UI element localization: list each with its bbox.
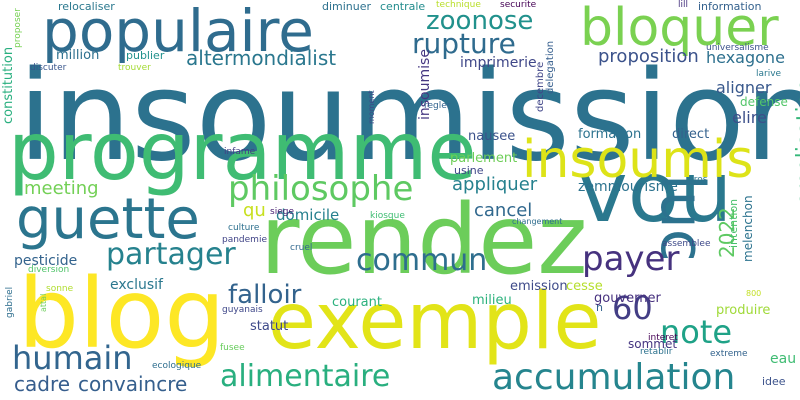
word: exemple xyxy=(268,277,602,367)
word: idee xyxy=(762,375,786,388)
word: humain xyxy=(12,339,133,377)
word: blog xyxy=(18,258,226,370)
word: moment xyxy=(367,90,376,124)
word: vou xyxy=(578,143,733,241)
word: gouverner xyxy=(594,291,661,306)
word: proposition xyxy=(598,46,699,67)
word: retablir xyxy=(640,347,673,357)
word: defense xyxy=(740,95,788,109)
word: changement xyxy=(512,217,563,226)
word: hexagone xyxy=(706,48,785,67)
word: creolisation xyxy=(793,79,800,206)
word: culture xyxy=(228,223,260,233)
word: meeting xyxy=(24,178,99,199)
word: 60 xyxy=(612,289,653,327)
word: constitution xyxy=(1,46,16,124)
word: parlement xyxy=(450,151,518,166)
word: assemblee xyxy=(662,239,711,249)
word: direct xyxy=(672,127,710,142)
word: sonne xyxy=(46,284,74,294)
word: diminuer xyxy=(322,0,372,13)
word: statut xyxy=(250,319,289,334)
word: delegation xyxy=(545,40,556,94)
word: lill xyxy=(678,0,689,10)
word: formation xyxy=(578,127,642,142)
word: emission xyxy=(510,279,568,294)
word: usine xyxy=(454,164,484,177)
word: publier xyxy=(126,49,165,62)
word: note xyxy=(660,313,733,351)
word: philosophe xyxy=(228,169,414,209)
word: insoumission xyxy=(18,45,800,189)
word: regler xyxy=(424,101,451,111)
word: payer xyxy=(582,239,680,279)
word: securite xyxy=(500,0,537,10)
word: elire xyxy=(732,108,767,127)
word: insoumis xyxy=(522,130,754,190)
word: information xyxy=(698,0,762,13)
word: domicile xyxy=(276,206,340,224)
word: infame xyxy=(224,147,256,157)
word: appliquer xyxy=(452,174,538,195)
word: alimentaire xyxy=(220,359,391,394)
word: convaincre xyxy=(78,372,188,396)
word: proposer xyxy=(13,8,23,48)
word: programme xyxy=(8,105,477,198)
word: falloir xyxy=(228,280,302,310)
word: extreme xyxy=(710,349,748,359)
word: produire xyxy=(716,303,771,318)
word: courant xyxy=(332,295,382,310)
word: relocaliser xyxy=(58,0,115,13)
word: sommet xyxy=(628,337,678,351)
word: diversion xyxy=(28,265,70,275)
word: trouver xyxy=(118,63,151,73)
word: discuter xyxy=(30,63,67,73)
word: partager xyxy=(106,237,236,272)
word: pandemie xyxy=(222,235,267,245)
word: cancel xyxy=(474,200,533,221)
word: 800 xyxy=(746,289,762,298)
word: universalisme xyxy=(706,43,769,53)
word: million xyxy=(56,48,100,63)
word: accumulation xyxy=(492,357,736,398)
word: qu xyxy=(243,200,266,221)
word: gabriel xyxy=(5,286,15,318)
word: larive xyxy=(756,69,782,79)
word: populaire xyxy=(42,0,314,65)
word: kiosque xyxy=(370,211,405,221)
word: bloquer xyxy=(580,0,779,58)
word: nausee xyxy=(468,129,516,144)
word: n xyxy=(596,301,603,314)
word: centrale xyxy=(380,0,426,13)
word: cadre xyxy=(14,372,71,396)
word: interet xyxy=(648,333,678,343)
word: altermondialist xyxy=(186,46,337,70)
word: cruel xyxy=(290,243,313,253)
word: fusee xyxy=(220,343,245,353)
word: exclusif xyxy=(110,277,163,293)
word: gros xyxy=(688,175,708,185)
word: attal xyxy=(39,293,48,312)
word: eau xyxy=(770,351,797,367)
word: rendez xyxy=(260,184,588,296)
word: technique xyxy=(436,0,481,10)
word: imprimerie xyxy=(460,55,537,71)
word: intention xyxy=(727,198,740,248)
word: cesse xyxy=(566,279,603,294)
word: aligner xyxy=(716,78,772,97)
word: zemmourisme xyxy=(578,179,678,195)
word: zoonose xyxy=(426,6,534,36)
word: siege xyxy=(270,207,294,217)
word: commun xyxy=(356,243,488,278)
word: ecologique xyxy=(152,361,202,371)
word: melenchon xyxy=(741,195,755,262)
word: guette xyxy=(16,187,200,252)
word: rupture xyxy=(412,27,516,60)
word: milieu xyxy=(472,293,512,308)
word: pesticide xyxy=(14,253,78,269)
word: guyanais xyxy=(222,305,263,315)
